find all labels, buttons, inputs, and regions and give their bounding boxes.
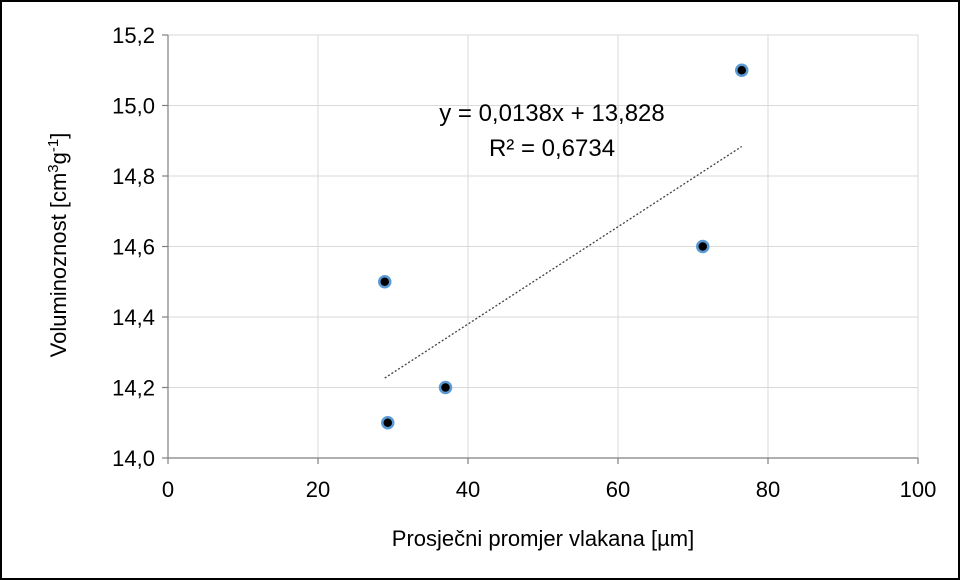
- y-tick-label: 15,2: [112, 23, 155, 48]
- y-tick-label: 14,0: [112, 446, 155, 471]
- axes: [162, 34, 919, 464]
- y-tick-label: 14,6: [112, 235, 155, 260]
- y-tick-labels: 14,0 14,2 14,4 14,6 14,8 15,0 15,2: [112, 23, 155, 471]
- data-points: [378, 63, 749, 430]
- r-squared-annotation: R² = 0,6734: [489, 135, 615, 162]
- y-tick-label: 14,2: [112, 376, 155, 401]
- equation-annotation: y = 0,0138x + 13,828: [439, 100, 665, 127]
- y-tick-label: 14,8: [112, 164, 155, 189]
- y-gridlines: [168, 34, 918, 388]
- y-tick-label: 14,4: [112, 305, 155, 330]
- x-axis-title: Prosječni promjer vlakana [µm]: [392, 526, 694, 551]
- y-tick-label: 15,0: [112, 94, 155, 119]
- x-tick-label: 0: [162, 477, 174, 502]
- x-tick-label: 60: [606, 477, 630, 502]
- x-tick-label: 40: [456, 477, 480, 502]
- trendline-group: [384, 145, 743, 379]
- data-point: [381, 416, 395, 430]
- x-tick-label: 100: [900, 477, 937, 502]
- x-tick-labels: 0 20 40 60 80 100: [162, 477, 936, 502]
- x-tick-label: 80: [756, 477, 780, 502]
- data-point: [735, 63, 749, 77]
- y-axis-title: Voluminoznost [cm3g-1]: [45, 133, 71, 358]
- data-point: [378, 275, 392, 289]
- x-tick-label: 20: [306, 477, 330, 502]
- data-point: [438, 380, 453, 395]
- data-point: [696, 239, 710, 254]
- trendline: [384, 145, 743, 379]
